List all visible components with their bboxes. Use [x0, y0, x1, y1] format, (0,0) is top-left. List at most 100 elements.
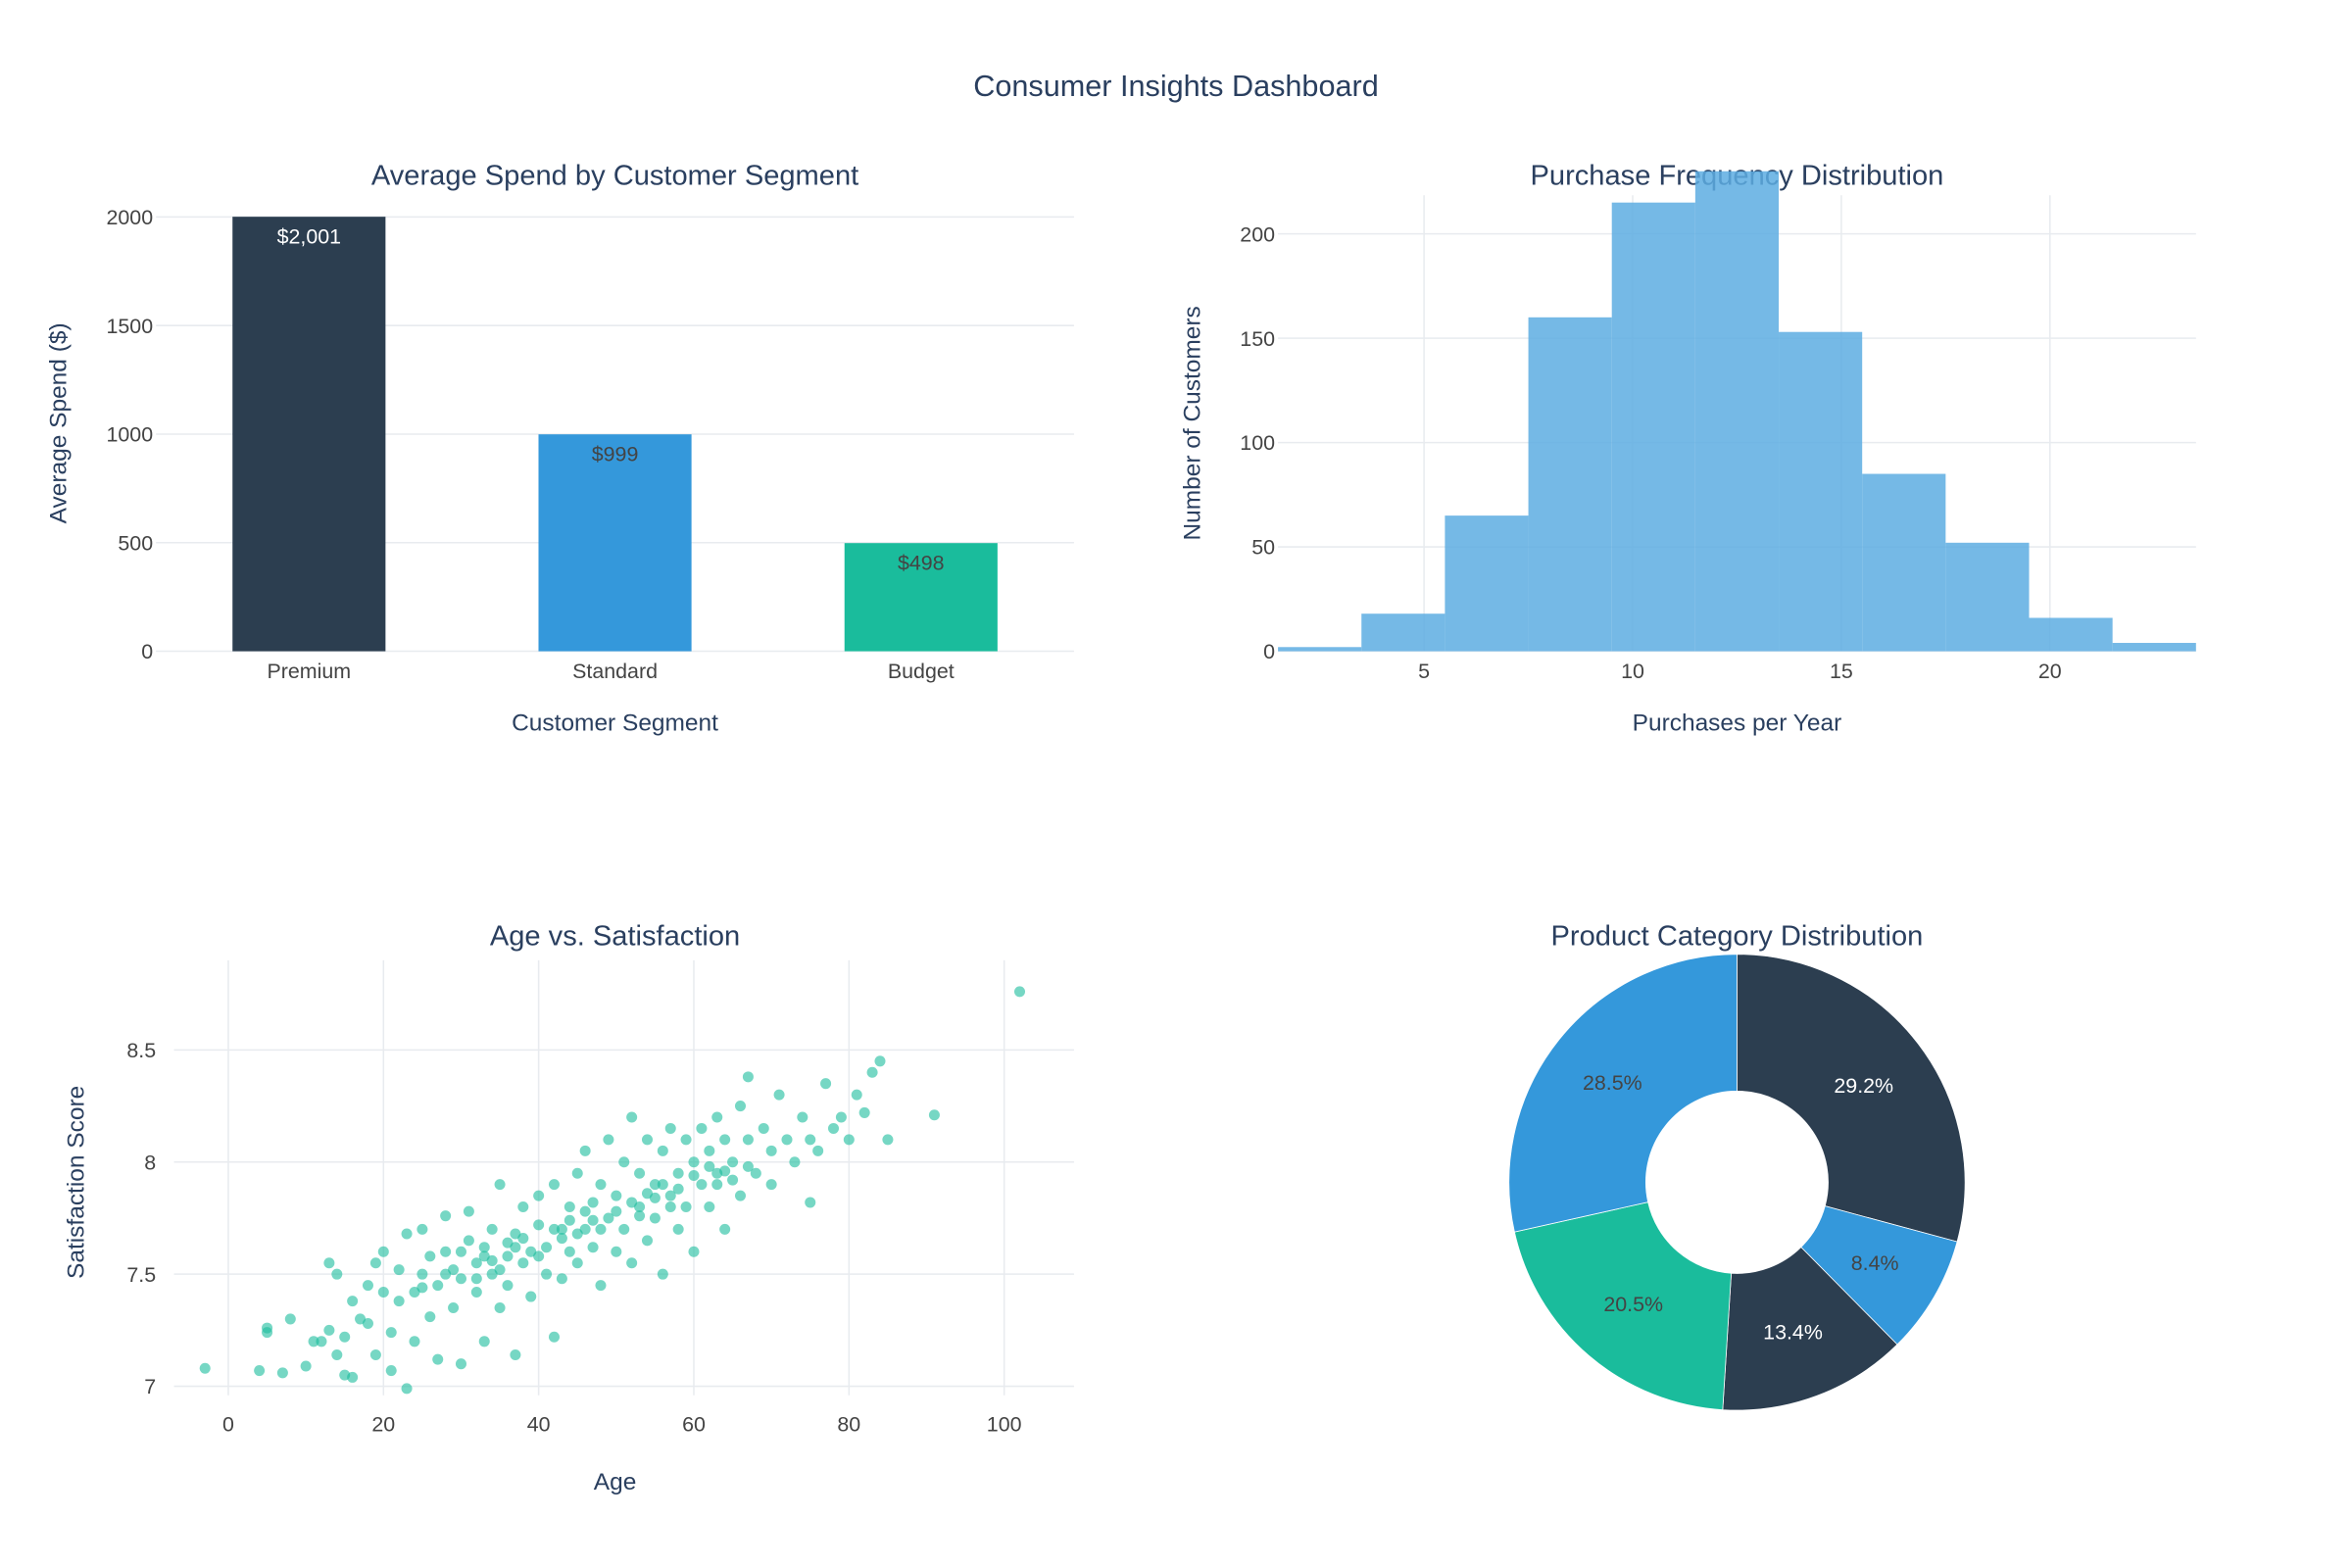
scatter-point — [478, 1336, 490, 1348]
scatter-point — [641, 1235, 653, 1247]
scatter-point — [533, 1250, 545, 1262]
donut-slice-3 — [1513, 1201, 1733, 1410]
hist-bar — [1945, 542, 2030, 652]
hist-x-tick-label: 15 — [1830, 660, 1853, 683]
bar-y-tick-label: 2000 — [106, 206, 153, 229]
scatter-point — [448, 1301, 460, 1314]
bar-data-label: $999 — [592, 443, 639, 466]
scatter-point — [626, 1111, 638, 1123]
donut-slice-label: 8.4% — [1851, 1251, 1899, 1275]
scatter-point — [369, 1349, 381, 1361]
scatter-point — [478, 1250, 490, 1262]
donut-slice-2 — [1722, 1247, 1898, 1411]
donut-slice-label: 20.5% — [1603, 1293, 1663, 1316]
scatter-point — [672, 1183, 684, 1195]
bar-x-tick-label: Premium — [267, 660, 351, 683]
bar-chart-data-labels: $2,001 $999 $498 — [277, 225, 945, 575]
scatter-point — [611, 1190, 622, 1201]
scatter-point — [688, 1246, 700, 1257]
scatter-point — [284, 1313, 296, 1325]
scatter-point — [657, 1145, 668, 1156]
scatter-point — [579, 1145, 591, 1156]
scatter-point — [369, 1257, 381, 1269]
bar-chart-y-axis-label: Average Spend ($) — [45, 322, 72, 523]
donut-slice-0 — [1737, 954, 1966, 1243]
scatter-point — [672, 1167, 684, 1179]
scatter-point — [432, 1280, 444, 1292]
scatter-point — [331, 1349, 343, 1361]
scatter-point — [440, 1246, 452, 1257]
hist-x-tick-label: 5 — [1418, 660, 1430, 683]
hist-y-tick-label: 200 — [1240, 222, 1275, 246]
donut-slice-label: 28.5% — [1583, 1071, 1642, 1095]
scatter-point — [525, 1291, 537, 1302]
scatter-point — [300, 1360, 312, 1372]
scatter-point — [199, 1362, 211, 1374]
hist-y-tick-label: 0 — [1263, 640, 1275, 663]
hist-bar — [1694, 171, 1780, 652]
scatter-point — [571, 1228, 583, 1240]
hist-bar — [1361, 613, 1446, 652]
scatter-point — [517, 1233, 529, 1245]
scatter-point — [696, 1179, 708, 1191]
scatter-point — [587, 1197, 599, 1208]
scatter-point — [603, 1134, 614, 1146]
scatter-point — [657, 1179, 668, 1191]
scatter-point — [424, 1250, 436, 1262]
bar-x-tick-label: Budget — [888, 660, 955, 683]
scatter-point — [571, 1167, 583, 1179]
scatter-point — [618, 1156, 630, 1168]
scatter-point — [727, 1156, 739, 1168]
scatter-point — [401, 1383, 413, 1395]
scatter-point — [548, 1331, 560, 1343]
histogram-panel: Purchase Frequency Distribution Purchase… — [1179, 161, 2196, 737]
scatter-point — [664, 1122, 676, 1134]
scatter-point — [556, 1233, 567, 1245]
bar-y-tick-label: 0 — [141, 640, 153, 663]
scatter-point — [533, 1219, 545, 1231]
scatter-x-tick-label: 60 — [682, 1412, 706, 1436]
hist-bar — [1862, 473, 1946, 652]
scatter-point — [858, 1106, 870, 1118]
scatter-x-tick-label: 100 — [987, 1412, 1022, 1436]
scatter-point — [672, 1223, 684, 1235]
hist-bar — [1445, 515, 1529, 652]
scatter-point — [742, 1160, 754, 1172]
scatter-point — [579, 1205, 591, 1217]
hist-bar — [2112, 643, 2196, 652]
scatter-point — [704, 1160, 715, 1172]
scatter-point — [362, 1317, 373, 1330]
scatter-point — [634, 1210, 646, 1222]
donut-slice-4 — [1508, 954, 1738, 1233]
scatter-point — [928, 1109, 940, 1121]
scatter-point — [564, 1246, 575, 1257]
scatter-point — [611, 1205, 622, 1217]
scatter-point — [416, 1282, 428, 1294]
hist-x-tick-label: 10 — [1621, 660, 1644, 683]
donut-panel: Product Category Distribution 29.2% 8.4% 1… — [1508, 921, 1966, 1411]
scatter-point — [510, 1349, 521, 1361]
scatter-point — [696, 1122, 708, 1134]
bar-data-label: $498 — [898, 552, 945, 575]
scatter-point — [664, 1201, 676, 1213]
scatter-x-axis-label: Age — [594, 1469, 637, 1495]
scatter-point — [517, 1201, 529, 1213]
scatter-y-tick-label: 7 — [144, 1375, 156, 1398]
scatter-point — [587, 1214, 599, 1226]
scatter-point — [680, 1201, 692, 1213]
scatter-point — [440, 1268, 452, 1280]
bar-premium — [232, 217, 386, 652]
hist-y-tick-label: 50 — [1251, 536, 1275, 560]
hist-bar — [1278, 647, 1362, 652]
hist-bar — [2029, 617, 2113, 652]
scatter-point — [1013, 986, 1026, 998]
scatter-title: Age vs. Satisfaction — [490, 921, 740, 953]
scatter-point — [347, 1371, 359, 1383]
scatter-point — [820, 1078, 832, 1090]
hist-bar — [1779, 331, 1863, 652]
scatter-point — [556, 1273, 567, 1285]
scatter-point — [362, 1280, 373, 1292]
scatter-point — [424, 1311, 436, 1323]
scatter-point — [719, 1165, 731, 1177]
